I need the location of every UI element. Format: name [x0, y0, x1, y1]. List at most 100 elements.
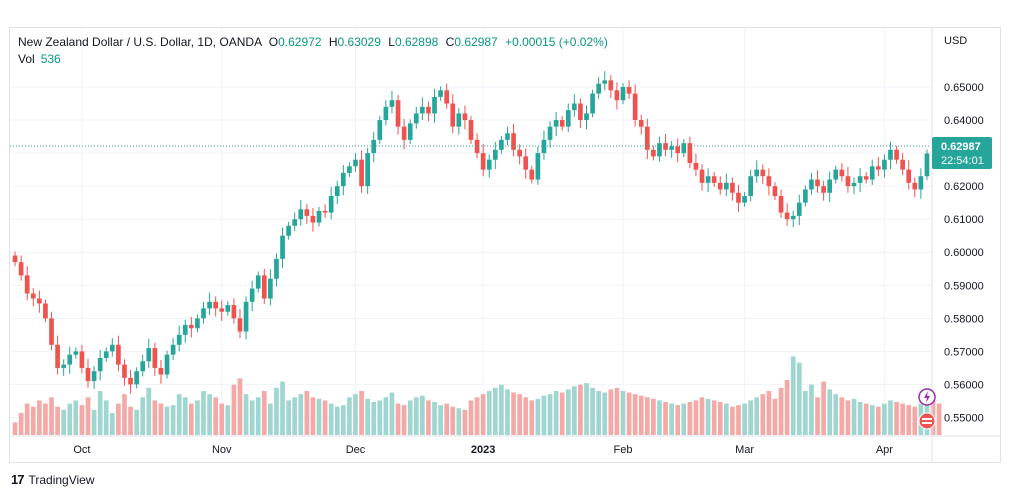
- candle-body: [12, 255, 18, 263]
- last-price-box: 0.62987 22:54:01: [932, 137, 992, 169]
- candle-body: [784, 212, 790, 220]
- volume-bar: [268, 403, 273, 435]
- volume-bar: [778, 387, 784, 435]
- volume-bar: [152, 400, 158, 435]
- candle-body: [821, 186, 826, 193]
- volume-bar: [888, 400, 893, 435]
- volume-bar: [863, 403, 869, 435]
- candle-body: [462, 113, 468, 121]
- volume-bar: [717, 402, 723, 435]
- candles[interactable]: [12, 71, 930, 394]
- open-value: 0.62972: [278, 35, 322, 49]
- volume-legend: Vol 536: [18, 52, 61, 66]
- candle-body: [723, 182, 729, 190]
- candle-body: [30, 293, 36, 299]
- volume-bar: [383, 397, 389, 435]
- volume-bar: [803, 391, 808, 435]
- volume-bar: [821, 381, 826, 435]
- alert-icons[interactable]: [918, 388, 936, 430]
- candle-body: [91, 371, 97, 382]
- candle-body: [37, 298, 42, 304]
- candle-body: [322, 210, 328, 213]
- axes: 0.650000.640000.630000.620000.610000.600…: [10, 28, 1000, 462]
- candle-body: [274, 258, 279, 279]
- candle-body: [845, 176, 851, 187]
- candle-body: [924, 153, 930, 177]
- volume-bar: [456, 408, 462, 435]
- candle-body: [225, 305, 231, 312]
- volume-bar: [420, 395, 425, 435]
- volume-bar: [693, 400, 699, 435]
- candle-body: [754, 169, 760, 177]
- candle-body: [122, 364, 127, 378]
- volume-bar: [438, 405, 443, 435]
- volume-bar: [760, 394, 766, 435]
- volume-bar: [766, 391, 772, 435]
- volume-bar: [699, 397, 705, 435]
- volume-bar: [79, 405, 85, 435]
- footer[interactable]: 17 TradingView: [11, 472, 95, 487]
- tradingview-logo-icon: 17: [11, 472, 25, 487]
- candle-body: [632, 93, 638, 121]
- time-tick-label: Mar: [735, 444, 754, 456]
- open-label: O: [268, 35, 279, 49]
- candle-body: [310, 215, 316, 223]
- candle-body: [596, 83, 602, 94]
- volume-bar: [535, 398, 541, 435]
- candle-body: [796, 202, 802, 216]
- volume-bar: [49, 397, 54, 435]
- volume-bar: [213, 397, 219, 435]
- volume-bar: [347, 397, 352, 435]
- volume-bar: [687, 402, 693, 435]
- volume-bar: [43, 403, 48, 435]
- candle-body: [705, 176, 711, 183]
- grid-lines: [10, 28, 932, 436]
- volume-bar: [170, 405, 176, 435]
- candle-body: [128, 377, 133, 385]
- candle-body: [760, 169, 766, 177]
- candle-body: [626, 86, 632, 94]
- volume-bar: [450, 406, 456, 435]
- volume-label[interactable]: Vol: [18, 52, 35, 66]
- candle-body: [328, 196, 334, 213]
- candle-body: [438, 90, 443, 97]
- countdown-value: 22:54:01: [941, 155, 984, 167]
- volume-bar: [827, 389, 833, 435]
- candle-body: [255, 275, 261, 289]
- candle-body: [18, 262, 24, 276]
- volume-bar: [730, 406, 735, 435]
- volume-bar: [389, 392, 395, 435]
- candle-body: [24, 275, 30, 294]
- candle-body: [377, 120, 383, 140]
- volume-bar: [128, 406, 133, 435]
- volume-bar: [201, 391, 206, 435]
- currency-label[interactable]: USD: [944, 35, 968, 47]
- volume-bar: [310, 397, 316, 435]
- volume-bar: [432, 402, 437, 435]
- candle-body: [900, 159, 905, 170]
- candle-body: [711, 176, 717, 183]
- volume-bar: [195, 400, 200, 435]
- volume-bar: [711, 400, 717, 435]
- volume-bar: [237, 378, 243, 435]
- volume-bar: [176, 394, 182, 435]
- volume-bar: [857, 402, 863, 435]
- candle-body: [152, 348, 158, 368]
- flag-icon[interactable]: [918, 412, 936, 430]
- volume-bar: [280, 381, 285, 435]
- volume-bar: [602, 392, 608, 435]
- candle-body: [116, 344, 121, 365]
- symbol-name[interactable]: New Zealand Dollar / U.S. Dollar, 1D, OA…: [18, 35, 262, 49]
- volume-bar: [553, 391, 559, 435]
- candle-body: [499, 139, 504, 150]
- candle-body: [523, 156, 529, 170]
- candle-body: [572, 103, 577, 111]
- candle-body: [407, 123, 413, 140]
- bolt-glyph: [924, 391, 930, 403]
- candle-body: [547, 126, 553, 140]
- volume-bar: [644, 397, 650, 435]
- candle-body: [456, 113, 462, 127]
- candle-body: [280, 235, 285, 259]
- volume-bar: [559, 392, 565, 435]
